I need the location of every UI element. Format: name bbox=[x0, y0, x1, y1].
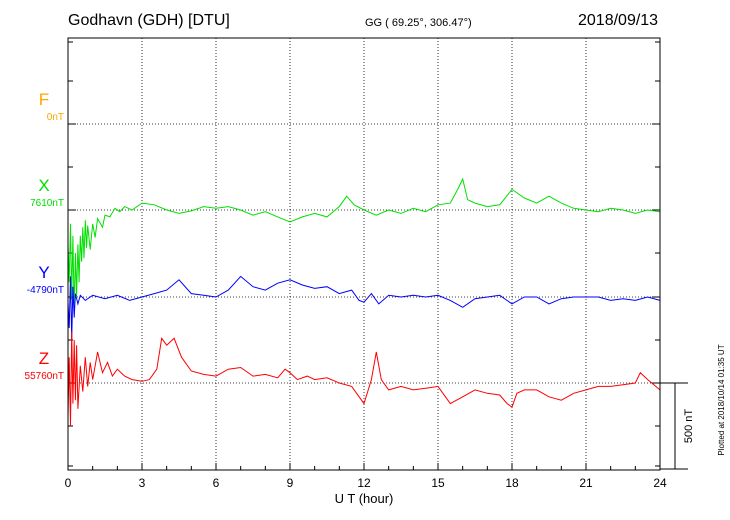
scale-bar-label: 500 nT bbox=[683, 409, 695, 444]
series-baseline-x: 7610nT bbox=[30, 198, 64, 209]
station-coordinates: GG ( 69.25°, 306.47°) bbox=[365, 17, 472, 29]
x-axis-label: U T (hour) bbox=[335, 491, 394, 506]
x-tick-label: 0 bbox=[65, 476, 72, 490]
series-lines bbox=[67, 177, 661, 427]
series-line-y bbox=[67, 275, 661, 341]
series-baseline-y: -4790nT bbox=[27, 285, 64, 296]
grid bbox=[68, 38, 660, 470]
plot-date: 2018/09/13 bbox=[578, 12, 659, 29]
station-title: Godhavn (GDH) [DTU] bbox=[68, 12, 230, 29]
x-tick-label: 21 bbox=[579, 476, 593, 490]
x-tick-label: 15 bbox=[431, 476, 445, 490]
x-tick-label: 9 bbox=[287, 476, 294, 490]
series-line-z bbox=[67, 331, 661, 427]
series-name-f: F bbox=[39, 90, 49, 109]
x-tick-label: 6 bbox=[213, 476, 220, 490]
series-name-x: X bbox=[38, 176, 49, 195]
series-name-z: Z bbox=[39, 349, 49, 368]
series-baseline-z: 55760nT bbox=[25, 371, 64, 382]
series-line-x bbox=[67, 177, 661, 314]
series-name-y: Y bbox=[38, 263, 49, 282]
plotted-timestamp: Plotted at 2018/10/14 01:35 UT bbox=[717, 344, 726, 455]
series-labels: F 0nT X 7610nT Y -4790nT Z 55760nT bbox=[25, 90, 64, 382]
x-tick-labels: 0 3 6 9 12 15 18 21 24 bbox=[65, 476, 667, 490]
series-baseline-f: 0nT bbox=[47, 112, 64, 123]
x-tick-label: 3 bbox=[139, 476, 146, 490]
axis-ticks bbox=[67, 41, 661, 470]
x-tick-label: 18 bbox=[505, 476, 519, 490]
x-tick-label: 24 bbox=[653, 476, 667, 490]
plot-frame bbox=[67, 37, 661, 471]
scale-bar: 500 nT bbox=[660, 382, 695, 470]
x-tick-label: 12 bbox=[357, 476, 371, 490]
